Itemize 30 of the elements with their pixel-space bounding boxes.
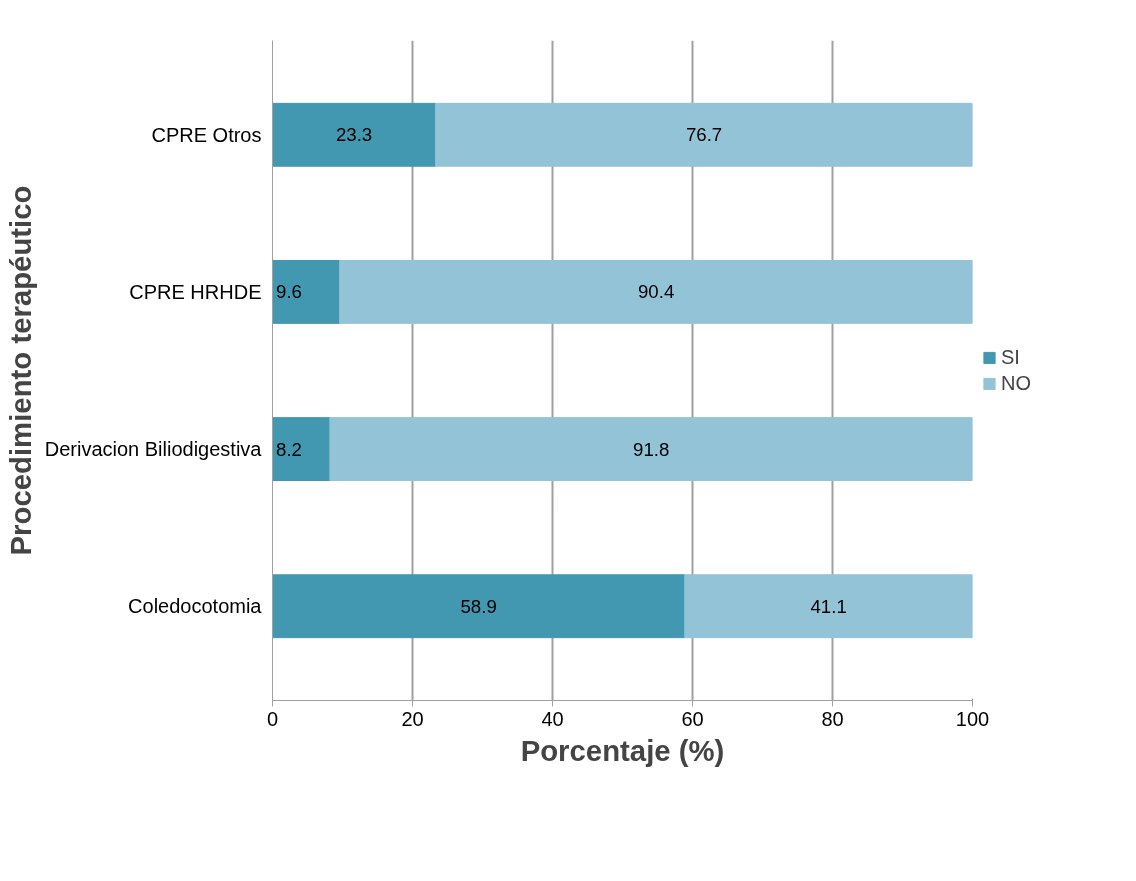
data-label: 76.7 <box>685 124 723 146</box>
x-tick-label: 0 <box>266 707 279 730</box>
bar <box>272 417 331 481</box>
y-tick-label: CPRE Otros <box>151 123 262 146</box>
bar <box>329 417 973 481</box>
y-axis-title: Procedimiento terapéutico <box>3 185 37 556</box>
x-tick-label: 20 <box>401 707 424 730</box>
bar <box>272 102 437 167</box>
bar <box>435 102 973 167</box>
x-tick-label: 80 <box>821 707 844 730</box>
x-tick-label: 40 <box>541 707 564 730</box>
data-label: 91.8 <box>633 438 670 460</box>
data-label: 90.4 <box>637 281 675 303</box>
bar <box>272 260 341 324</box>
legend-label: SI <box>1001 345 1021 369</box>
data-label: 58.9 <box>460 595 497 617</box>
bar <box>272 574 686 639</box>
x-axis-title: Porcentaje (%) <box>520 733 725 767</box>
bar <box>339 260 973 324</box>
data-label: 9.6 <box>276 281 302 303</box>
x-tick-label: 100 <box>955 707 990 730</box>
data-label: 23.3 <box>335 124 373 146</box>
x-tick-label: 60 <box>681 707 704 730</box>
bar <box>684 574 973 639</box>
y-tick-label: Coledocotomia <box>128 595 263 618</box>
y-tick-label: CPRE HRHDE <box>129 280 262 303</box>
data-label: 8.2 <box>276 438 302 460</box>
data-label: 41.1 <box>810 595 847 617</box>
legend-label: NO <box>1001 371 1031 395</box>
y-tick-label: Derivacion Biliodigestiva <box>44 438 263 461</box>
